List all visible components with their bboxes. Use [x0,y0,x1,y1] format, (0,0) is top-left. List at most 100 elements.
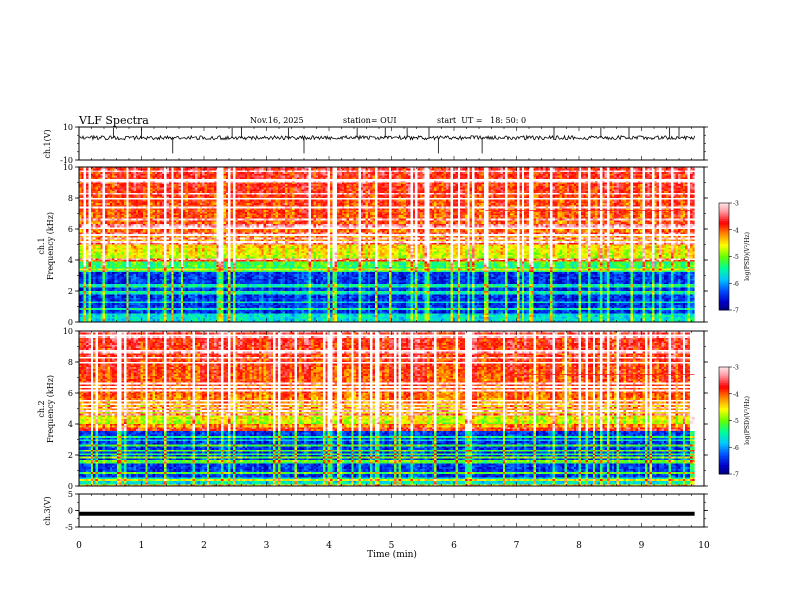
heatmap-cell [630,167,634,170]
heatmap-cell [467,172,471,175]
heatmap-cell [204,170,208,173]
heatmap-cell [161,168,165,171]
heatmap-cell [647,168,651,171]
heatmap-cell [318,172,321,175]
heatmap-cell [107,168,111,171]
heatmap-cell [687,167,691,170]
heatmap-cell [625,168,629,171]
heatmap-cell [327,172,331,175]
heatmap-cell [633,167,636,170]
heatmap-cell [578,170,582,173]
heatmap-cell [578,168,582,171]
heatmap-cell [547,175,551,178]
heatmap-cell [647,170,651,173]
heatmap-cell [140,175,144,178]
heatmap-cell [564,175,568,178]
heatmap-cell [161,172,165,175]
heatmap-cell [138,173,141,177]
heatmap-cell [524,175,527,178]
heatmap-cell [595,173,598,177]
ch1-spectrogram-ylabel-channel: ch.1 [37,237,46,254]
heatmap-cell [83,175,87,178]
heatmap-cell [154,170,158,173]
heatmap-cell [311,172,314,175]
heatmap-cell [318,167,321,170]
heatmap-cell [329,172,333,175]
heatmap-cell [183,172,186,175]
heatmap-cell [240,168,243,171]
heatmap-cell [161,173,165,177]
heatmap-cell [114,175,118,178]
heatmap-cell [673,173,677,177]
heatmap-cell [102,170,106,173]
heatmap-cell [434,175,437,178]
heatmap-cell [488,172,492,175]
heatmap-cell [571,170,575,173]
heatmap-cell [391,168,395,171]
heatmap-cell [417,173,421,177]
heatmap-cell [112,170,115,173]
heatmap-cell [384,170,388,173]
heatmap-cell [386,175,390,178]
heatmap-cell [301,175,305,178]
heatmap-cell [183,167,186,170]
heatmap-cell [135,170,139,173]
heatmap-cell [481,170,485,173]
heatmap-cell [401,172,404,175]
heatmap-cell [628,173,632,177]
heatmap-cell [382,175,385,178]
heatmap-cell [602,167,606,170]
heatmap-cell [213,170,217,173]
heatmap-cell [602,173,606,177]
heatmap-cell [408,175,411,178]
heatmap-cell [472,168,475,171]
heatmap-cell [540,175,544,178]
heatmap-cell [656,172,660,175]
heatmap-cell [275,170,279,173]
heatmap-cell [90,167,94,170]
heatmap-cell [514,172,518,175]
heatmap-cell [176,167,179,170]
heatmap-cell [301,173,305,177]
heatmap-cell [157,170,160,173]
heatmap-cell [540,173,544,177]
heatmap-cell [258,173,262,177]
heatmap-cell [192,170,196,173]
heatmap-cell [121,173,125,177]
heatmap-cell [135,175,139,178]
heatmap-cell [161,175,165,178]
heatmap-cell [240,173,243,177]
heatmap-cell [247,173,250,177]
heatmap-cell [403,172,407,175]
heatmap-cell [491,168,494,171]
heatmap-cell [116,173,120,177]
heatmap-cell [79,172,82,175]
heatmap-cell [258,175,262,178]
heatmap-cell [105,175,108,178]
heatmap-cell [481,173,485,177]
heatmap-cell [441,170,445,173]
heatmap-cell [441,168,445,171]
heatmap-cell [431,170,435,173]
heatmap-cell [391,167,395,170]
heatmap-cell [128,172,132,175]
heatmap-cell [599,172,603,175]
heatmap-cell [131,172,134,175]
heatmap-cell [223,168,227,171]
heatmap-cell [318,170,321,173]
y-tick-label: 10 [63,123,73,132]
heatmap-cell [192,167,196,170]
heatmap-cell [583,172,587,175]
heatmap-cell [318,168,321,171]
heatmap-cell [412,168,416,171]
heatmap-cell [410,172,414,175]
heatmap-cell [131,167,134,170]
heatmap-cell [678,173,681,177]
heatmap-cell [218,168,222,171]
heatmap-cell [469,170,473,173]
heatmap-cell [460,172,463,175]
heatmap-cell [356,173,359,177]
heatmap-cell [273,173,276,177]
heatmap-cell [569,175,572,178]
heatmap-cell [296,170,300,173]
